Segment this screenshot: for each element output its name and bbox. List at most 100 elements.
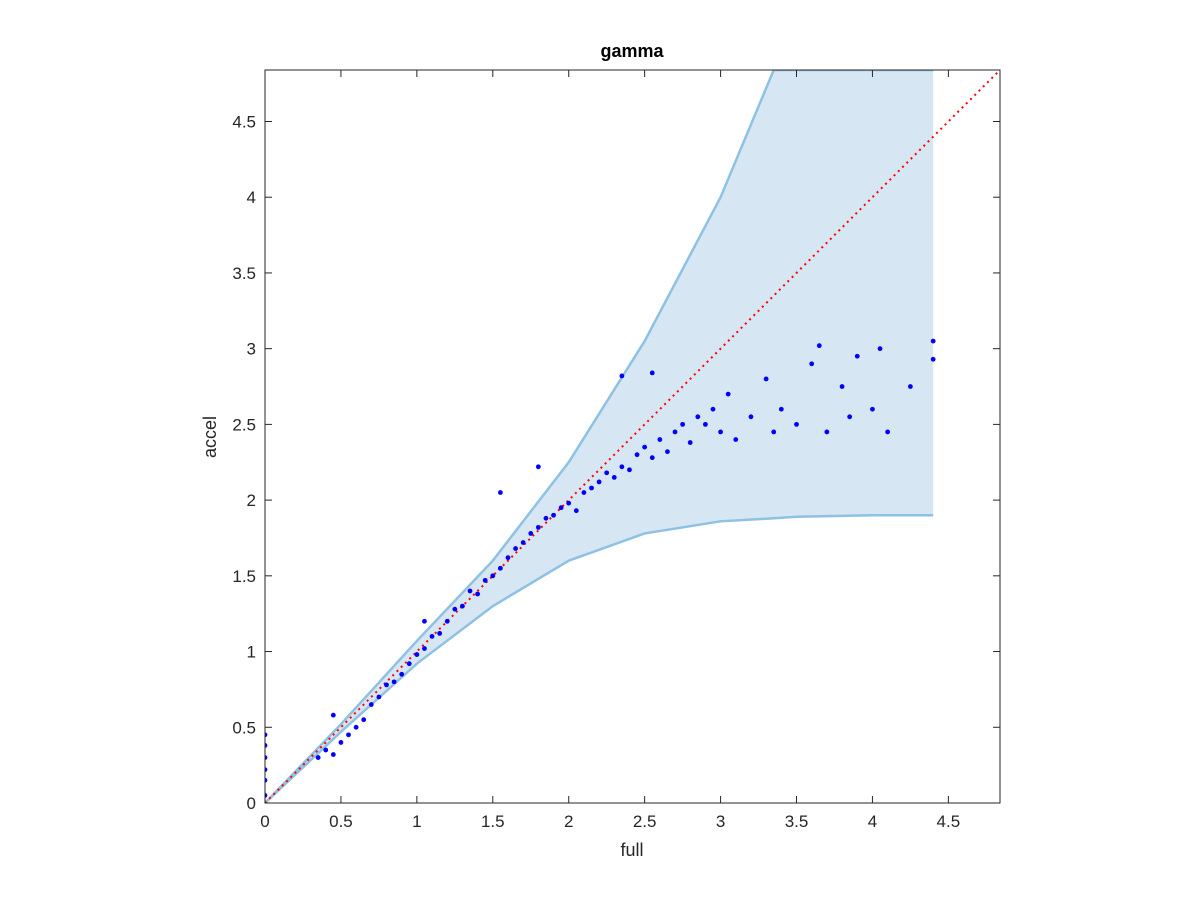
y-tick-label: 3 bbox=[247, 340, 256, 359]
band-lower-edge bbox=[265, 514, 934, 803]
data-point bbox=[422, 646, 427, 651]
data-point bbox=[399, 671, 405, 677]
data-point bbox=[265, 732, 268, 738]
data-point bbox=[330, 752, 336, 757]
data-point bbox=[589, 485, 594, 491]
data-point bbox=[824, 429, 830, 435]
data-point bbox=[649, 455, 655, 461]
data-point bbox=[376, 694, 382, 700]
y-tick-label: 1 bbox=[247, 643, 256, 662]
data-point bbox=[763, 376, 769, 382]
data-point bbox=[346, 732, 351, 738]
y-tick-label: 1.5 bbox=[232, 567, 256, 586]
data-point bbox=[771, 429, 777, 435]
x-tick-label: 1.5 bbox=[481, 812, 505, 831]
data-point bbox=[384, 682, 389, 688]
data-point bbox=[930, 356, 936, 362]
data-point bbox=[748, 414, 754, 420]
data-point bbox=[794, 421, 799, 427]
data-point bbox=[908, 384, 913, 389]
data-point bbox=[505, 555, 511, 561]
data-point bbox=[429, 634, 435, 639]
x-tick-label: 0.5 bbox=[329, 812, 353, 831]
data-point bbox=[265, 767, 268, 773]
data-point bbox=[619, 464, 625, 470]
data-point bbox=[665, 449, 670, 455]
data-point bbox=[870, 406, 875, 412]
x-tick-label: 2.5 bbox=[633, 812, 657, 831]
y-axis-label: accel bbox=[200, 416, 220, 458]
y-tick-label: 2.5 bbox=[232, 415, 256, 434]
y-tick-label: 4.5 bbox=[232, 112, 256, 131]
data-point bbox=[482, 577, 488, 583]
data-point bbox=[930, 338, 936, 344]
data-point bbox=[543, 515, 549, 521]
data-point bbox=[627, 467, 632, 473]
data-point bbox=[725, 391, 731, 397]
data-point bbox=[611, 474, 617, 480]
data-point bbox=[323, 747, 329, 753]
data-point bbox=[535, 464, 541, 470]
data-point bbox=[535, 524, 541, 530]
data-point bbox=[733, 437, 739, 442]
data-point bbox=[265, 793, 268, 798]
data-point bbox=[619, 373, 625, 379]
data-point bbox=[391, 679, 397, 685]
axes-frame bbox=[264, 69, 1001, 804]
data-point bbox=[573, 508, 579, 514]
y-tick-label: 0 bbox=[247, 794, 256, 813]
x-tick-label: 0 bbox=[260, 812, 269, 831]
data-point bbox=[265, 755, 268, 760]
data-point bbox=[368, 702, 374, 707]
data-point bbox=[520, 540, 526, 545]
data-point bbox=[702, 421, 708, 427]
data-point bbox=[265, 777, 268, 783]
y-tick-label: 4 bbox=[247, 188, 256, 207]
data-point bbox=[596, 479, 602, 485]
data-point bbox=[885, 429, 891, 435]
data-point bbox=[642, 444, 648, 450]
data-point bbox=[513, 546, 518, 551]
data-point bbox=[695, 414, 701, 420]
y-tick-label: 3.5 bbox=[232, 264, 256, 283]
band-fill bbox=[265, 70, 934, 803]
y-tick-label: 0.5 bbox=[232, 718, 256, 737]
band-upper-edge bbox=[265, 70, 934, 803]
data-point bbox=[460, 603, 465, 609]
data-point bbox=[422, 618, 427, 624]
x-axis-label: full bbox=[620, 840, 643, 860]
data-point bbox=[854, 353, 860, 359]
x-tick-label: 3.5 bbox=[785, 812, 809, 831]
data-point bbox=[452, 606, 458, 612]
data-point bbox=[839, 384, 845, 389]
data-point bbox=[649, 370, 655, 376]
data-point bbox=[551, 512, 556, 518]
x-tick-label: 3 bbox=[716, 812, 725, 831]
data-point bbox=[353, 724, 359, 730]
reference-line bbox=[265, 70, 1000, 803]
data-point bbox=[475, 591, 481, 597]
data-point bbox=[877, 346, 883, 352]
x-tick-label: 1 bbox=[412, 812, 421, 831]
data-point bbox=[330, 712, 336, 718]
data-point bbox=[497, 565, 503, 571]
axes: 0 0.5 1 1.5 2 2.5 3 3.5 4 4.5 0 0.5 1 1.5 2 2.5 3 3.5 4 4.5 bbox=[232, 69, 1001, 831]
data-point bbox=[604, 470, 610, 476]
data-point bbox=[672, 429, 678, 435]
data-point bbox=[265, 743, 268, 748]
data-point bbox=[490, 573, 496, 579]
data-point bbox=[406, 661, 412, 667]
data-point bbox=[847, 414, 853, 420]
data-point bbox=[437, 630, 443, 636]
data-point bbox=[778, 406, 784, 412]
data-point bbox=[497, 490, 503, 495]
data-point bbox=[816, 343, 822, 349]
data-point bbox=[315, 755, 321, 760]
data-point bbox=[657, 437, 663, 442]
chart-title: gamma bbox=[600, 41, 664, 61]
data-point bbox=[566, 500, 572, 506]
data-point bbox=[467, 588, 473, 594]
data-point bbox=[444, 618, 450, 624]
data-point bbox=[710, 406, 716, 412]
